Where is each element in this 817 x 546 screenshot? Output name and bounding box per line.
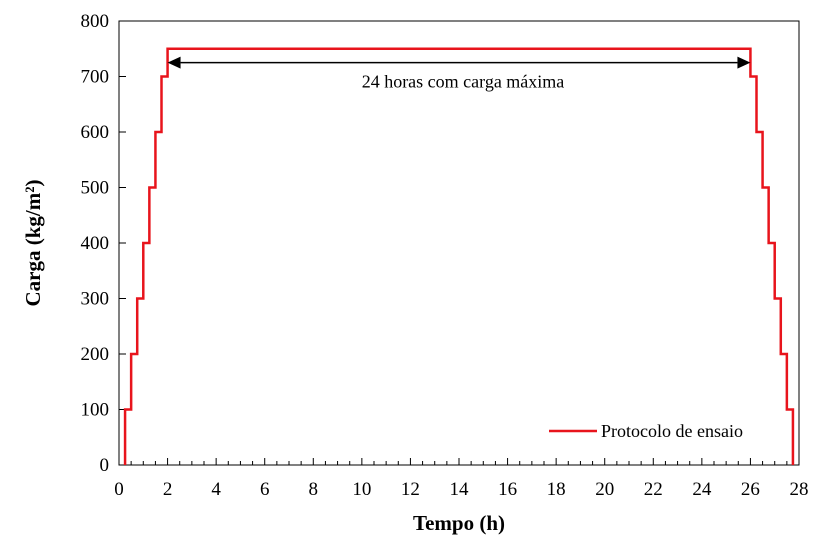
legend: Protocolo de ensaio (549, 421, 743, 441)
y-axis-tick-labels: 0 100 200 300 400 500 600 700 800 (81, 11, 110, 476)
y-tick-label: 0 (100, 455, 110, 476)
legend-label: Protocolo de ensaio (601, 421, 743, 441)
y-tick-label: 100 (81, 400, 110, 421)
x-axis-ticks (118, 458, 800, 465)
x-tick-label: 26 (741, 479, 760, 500)
x-tick-label: 14 (450, 479, 470, 500)
x-tick-label: 12 (401, 479, 420, 500)
x-tick-label: 10 (352, 479, 371, 500)
y-tick-label: 200 (81, 344, 110, 365)
y-tick-label: 600 (81, 122, 110, 143)
x-tick-label: 18 (547, 479, 566, 500)
x-tick-label: 16 (498, 479, 517, 500)
x-tick-label: 24 (692, 479, 712, 500)
annotation-arrowhead-left (167, 56, 181, 69)
y-axis-ticks (119, 20, 126, 466)
y-tick-label: 500 (81, 178, 110, 199)
x-tick-label: 20 (595, 479, 614, 500)
y-tick-label: 800 (81, 11, 110, 32)
x-tick-label: 0 (114, 479, 124, 500)
x-tick-label: 28 (790, 479, 809, 500)
y-axis-title: Carga (kg/m²) (21, 179, 45, 306)
x-axis-title: Tempo (h) (413, 511, 505, 535)
annotation-max-load: 24 horas com carga máxima (167, 56, 751, 92)
y-tick-label: 300 (81, 289, 110, 310)
x-tick-label: 2 (163, 479, 173, 500)
y-tick-label: 700 (81, 67, 110, 88)
y-tick-label: 400 (81, 233, 110, 254)
series-line-protocolo (123, 47, 795, 465)
x-tick-label: 4 (211, 479, 221, 500)
x-axis-tick-labels: 0 2 4 6 8 10 12 14 16 18 20 22 24 26 28 (114, 479, 808, 500)
x-tick-label: 8 (309, 479, 319, 500)
x-tick-label: 22 (644, 479, 663, 500)
x-tick-label: 6 (260, 479, 270, 500)
annotation-text: 24 horas com carga máxima (362, 72, 565, 92)
annotation-arrowhead-right (737, 56, 751, 69)
